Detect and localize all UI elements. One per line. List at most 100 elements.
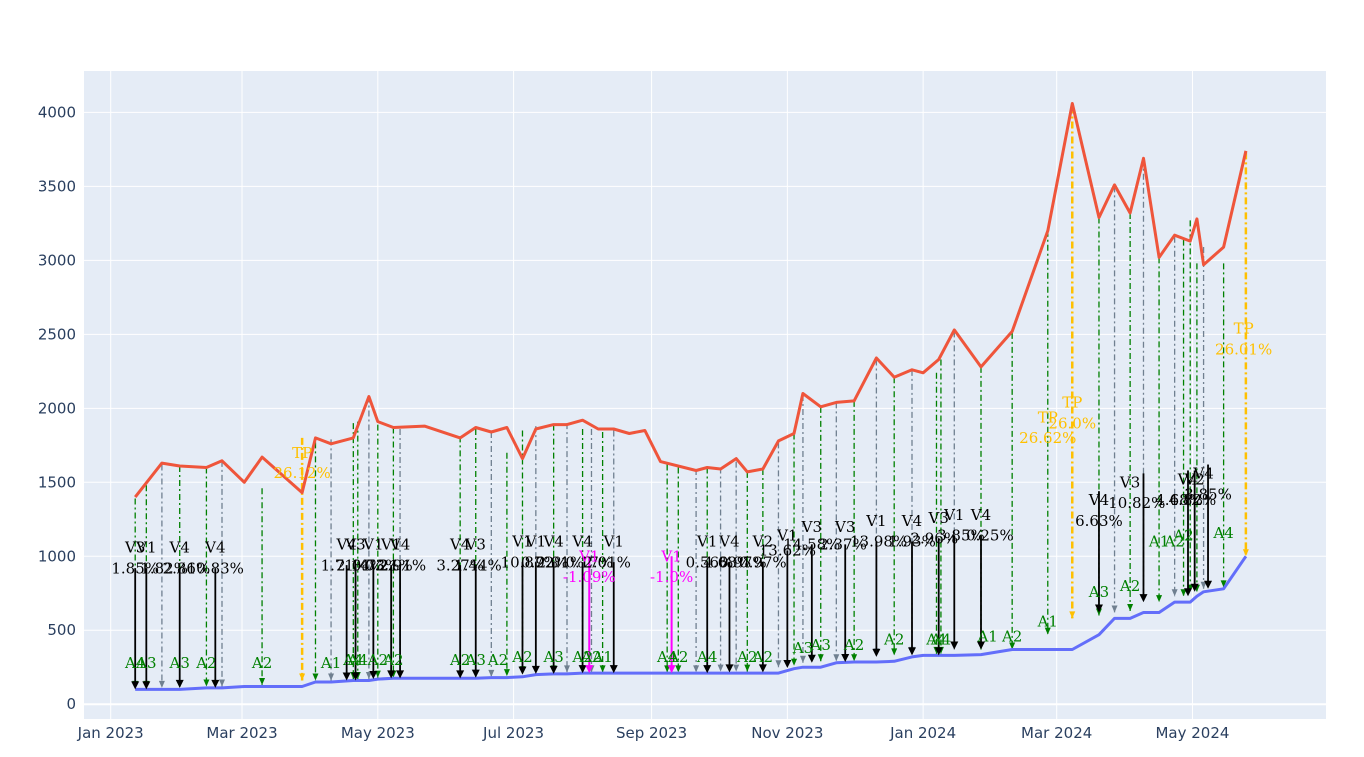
a-signal-label: A3 <box>169 654 190 672</box>
v-signal-label: 3.85% <box>1184 485 1232 503</box>
down-arrowhead <box>578 665 587 674</box>
down-arrowhead <box>783 659 792 668</box>
down-arrowhead <box>841 654 850 663</box>
v-signal-label: V1 <box>943 506 964 524</box>
down-arrowhead <box>934 647 943 656</box>
negative-arrowhead <box>585 665 594 674</box>
series-lines <box>134 102 1248 691</box>
a-signal-label: A4 <box>696 648 717 666</box>
x-tick-label: Mar 2023 <box>206 724 277 742</box>
v-signal-label: V4 <box>169 539 190 557</box>
v-signal-label: V2 <box>752 533 773 551</box>
v-signal-label: 2.01% <box>536 553 584 571</box>
a-signal-label: A4 <box>1212 524 1233 542</box>
a-signal-label: A2 <box>382 651 403 669</box>
negative-return-label: -1.09% <box>563 568 616 586</box>
a-signal-label: A1 <box>591 648 612 666</box>
a-signal-label: A3 <box>792 639 813 657</box>
v-signal-label: 4.68% <box>1155 491 1203 509</box>
signal-arrowhead <box>1200 581 1207 589</box>
x-tick-label: May 2024 <box>1155 724 1229 742</box>
v-signal-label: 13.62% <box>759 542 816 560</box>
v-signal-label: V4 <box>1192 465 1213 483</box>
a-signal-label: A3 <box>1088 583 1109 601</box>
negative-return-label: -1.0% <box>650 568 693 586</box>
down-arrowhead <box>1139 594 1148 603</box>
a-signal-label: A1 <box>320 654 341 672</box>
signal-arrowhead <box>203 679 210 687</box>
signal-arrowhead <box>365 672 372 680</box>
v-signal-label: V3 <box>124 539 145 557</box>
signal-arrowhead <box>1069 611 1076 619</box>
v-signal-label: 10.87% <box>501 553 558 571</box>
down-arrowhead <box>950 641 959 650</box>
a-signal-label: A3 <box>810 636 831 654</box>
v-signal-label: 1.44% <box>454 556 502 574</box>
v-signal-label: V4 <box>204 539 225 557</box>
down-arrowhead <box>142 681 151 690</box>
v-signal-label: 2.37% <box>819 536 867 554</box>
signal-arrowhead <box>744 664 751 672</box>
down-arrowhead <box>908 647 916 656</box>
a-signal-label: A4 <box>347 651 368 669</box>
a-signal-label: A2 <box>580 648 601 666</box>
a-signal-label: A4 <box>342 651 363 669</box>
v-signal-label: 0.56% <box>686 553 734 571</box>
signal-arrowhead <box>219 679 225 687</box>
signal-arrowhead <box>675 665 682 673</box>
a-signal-label: A2 <box>511 648 532 666</box>
down-arrowhead <box>609 665 618 674</box>
plot-background <box>84 71 1326 719</box>
v-signal-label: 6.63% <box>1075 512 1123 530</box>
a-signal-label: A4 <box>656 648 677 666</box>
y-tick-label: 3500 <box>38 177 76 195</box>
v-signal-label: 0.21% <box>365 556 413 574</box>
v-signal-label: 3.85% <box>937 527 985 545</box>
v-signal-label: V1 <box>865 512 886 530</box>
y-tick-label: 1500 <box>38 473 76 491</box>
a-signal-label: A2 <box>752 648 773 666</box>
a-signal-label: A2 <box>667 648 688 666</box>
a-signal-label: A2 <box>1001 627 1022 645</box>
v-signal-label: 0.17% <box>565 553 613 571</box>
y-tick-label: 1000 <box>38 547 76 565</box>
v-signal-label: V1 <box>525 533 546 551</box>
a-signal-label: A2 <box>195 654 216 672</box>
signal-arrowhead <box>1156 595 1163 603</box>
a-signal-label: A2 <box>487 651 508 669</box>
down-arrowhead <box>1094 604 1103 613</box>
down-arrowhead <box>549 665 558 674</box>
v-signal-label: 2.86% <box>163 559 211 577</box>
x-tick-label: Jul 2023 <box>482 724 544 742</box>
down-arrowhead <box>351 672 360 681</box>
down-arrowhead <box>1190 583 1199 592</box>
v-signal-label: V4 <box>389 536 410 554</box>
x-tick-label: Nov 2023 <box>751 724 823 742</box>
signal-arrowhead <box>693 665 700 673</box>
v-signal-label: V4 <box>1088 491 1109 509</box>
down-arrowhead <box>531 665 540 674</box>
v-signal-label: V3 <box>928 509 949 527</box>
x-tick-label: May 2023 <box>341 724 415 742</box>
v-signal-label: V2 <box>1183 471 1204 489</box>
y-axis-ticks: 0 500 1000 1500 2000 2500 3000 3500 4000 <box>38 103 76 713</box>
signal-arrowhead <box>733 664 740 672</box>
baseline-series-line <box>135 555 1248 691</box>
signal-arrowhead <box>1180 589 1187 597</box>
arrow-marks <box>131 464 1213 690</box>
v-signal-label: 14.58% <box>783 536 840 554</box>
a-signal-label: A3 <box>135 654 156 672</box>
signal-arrowhead <box>833 654 840 662</box>
take-profit-label: TP <box>1234 320 1254 338</box>
a-signal-label: A1 <box>1037 613 1058 631</box>
down-arrowhead <box>807 654 816 663</box>
take-profit-label: 26.62% <box>1019 429 1076 447</box>
signal-arrowhead <box>1127 604 1134 611</box>
down-arrowhead <box>471 669 480 678</box>
signal-arrowhead <box>1220 580 1227 588</box>
a-signal-label: A4 <box>930 630 951 648</box>
a-signal-label: A2 <box>883 630 904 648</box>
y-tick-label: 0 <box>66 695 76 713</box>
